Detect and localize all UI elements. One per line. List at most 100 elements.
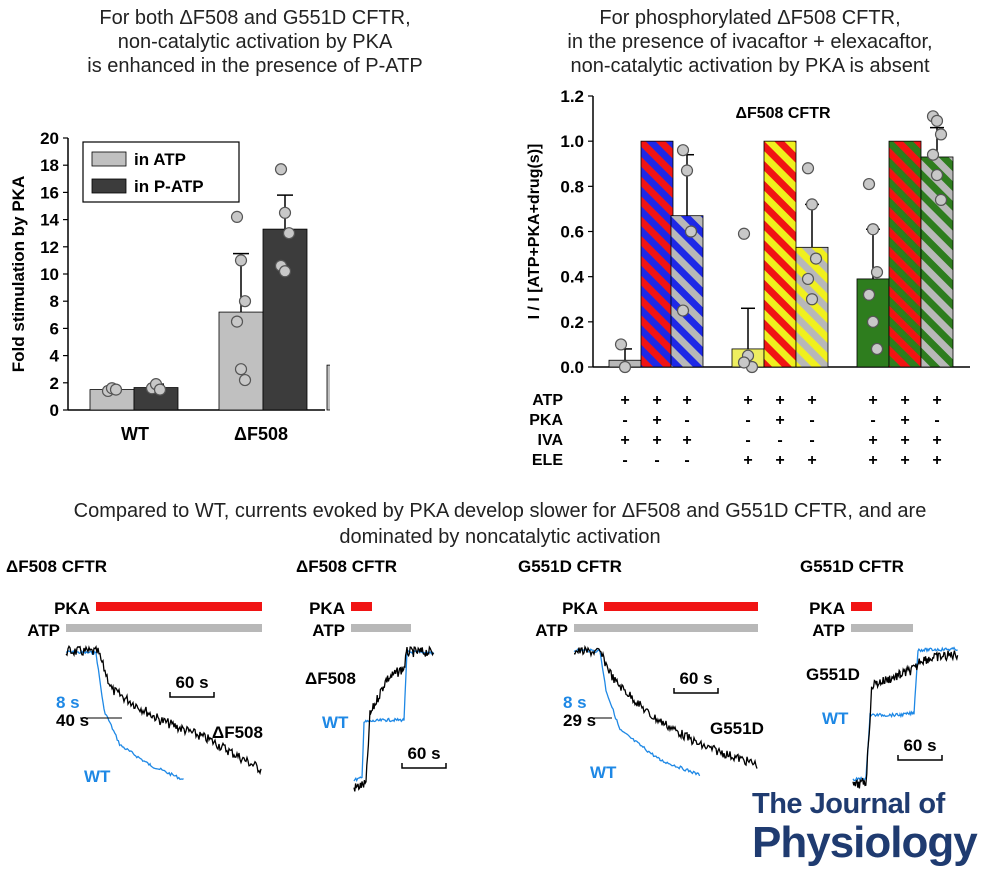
y-axis-label: Fold stimulation by PKA — [9, 176, 28, 372]
y-tick-label: 8 — [50, 292, 59, 311]
trace-label: 60 s — [407, 744, 440, 763]
condition-label: IVA — [538, 432, 564, 449]
data-point — [870, 342, 884, 356]
bar — [670, 215, 704, 368]
trace-label: WT — [590, 763, 617, 782]
trace-label: 40 s — [56, 711, 89, 730]
y-tick-label: 0.4 — [560, 268, 584, 287]
data-point — [153, 383, 167, 396]
scale-bar — [401, 763, 447, 769]
condition-mark: + — [932, 452, 941, 469]
bar — [920, 156, 954, 368]
journal-name-line2: Physiology — [752, 818, 978, 867]
bar — [218, 311, 264, 411]
data-point — [801, 272, 815, 286]
condition-mark: - — [934, 412, 939, 429]
atp-bar — [574, 624, 758, 632]
condition-mark: + — [652, 412, 661, 429]
condition-label: ELE — [532, 452, 563, 469]
condition-mark: + — [868, 392, 877, 409]
pka-bar — [604, 602, 758, 611]
data-point — [737, 356, 751, 369]
condition-mark: - — [745, 412, 750, 429]
mutant-trace — [852, 650, 959, 789]
y-tick-label: 1.0 — [560, 132, 584, 151]
condition-label: ATP — [532, 392, 563, 409]
condition-mark: + — [900, 392, 909, 409]
data-point — [805, 293, 819, 306]
trace-label: G551D — [710, 719, 764, 738]
condition-mark: - — [870, 412, 875, 429]
mutant-trace — [65, 644, 262, 776]
trace-label: G551D CFTR — [800, 557, 904, 576]
atp-bar — [851, 624, 913, 632]
data-point — [230, 210, 244, 223]
trace-label: PKA — [809, 599, 845, 618]
data-point — [618, 360, 632, 374]
condition-mark: - — [809, 432, 814, 449]
y-axis-label: I / I [ATP+PKA+drug(s)] — [526, 144, 543, 320]
legend: in ATP in P-ATP — [82, 141, 240, 203]
scale-bar — [673, 688, 719, 694]
y-tick-label: 4 — [50, 347, 60, 366]
condition-mark: + — [775, 452, 784, 469]
condition-mark: + — [743, 392, 752, 409]
data-point — [809, 252, 823, 265]
data-point — [930, 168, 944, 182]
data-point — [274, 163, 288, 176]
data-point — [926, 148, 940, 161]
bar — [640, 140, 674, 368]
atp-bar — [351, 624, 411, 632]
y-tick-label: 16 — [40, 183, 59, 202]
trace-label: 60 s — [175, 673, 208, 692]
mutant-trace — [353, 645, 434, 792]
bottom-heading: Compared to WT, currents evoked by PKA d… — [73, 500, 927, 548]
data-point — [109, 383, 123, 396]
y-tick-label: 6 — [50, 319, 59, 338]
data-point — [934, 128, 948, 141]
trace-label: ΔF508 CFTR — [6, 557, 107, 576]
data-point — [676, 304, 690, 317]
data-point — [866, 223, 880, 236]
condition-mark: + — [900, 432, 909, 449]
trace-label: WT — [322, 713, 349, 732]
y-tick-label: 0.6 — [560, 223, 584, 242]
legend-swatch — [91, 151, 127, 167]
trace-label: 8 s — [56, 693, 80, 712]
mutant-trace — [574, 644, 758, 769]
condition-mark: + — [807, 452, 816, 469]
trace-label: 29 s — [563, 711, 596, 730]
y-tick-label: 14 — [40, 211, 59, 230]
trace-label: ATP — [812, 621, 845, 640]
condition-mark: - — [745, 432, 750, 449]
trace-label: ΔF508 — [212, 723, 263, 742]
condition-mark: - — [622, 412, 627, 429]
legend-label: in P-ATP — [134, 177, 204, 196]
trace-label: 60 s — [903, 736, 936, 755]
trace-label: ΔF508 — [305, 669, 356, 688]
left-chart-heading: For both ΔF508 and G551D CFTR, non-cataly… — [87, 7, 423, 77]
data-point — [684, 225, 698, 238]
atp-bar — [66, 624, 262, 632]
condition-mark: + — [743, 452, 752, 469]
y-tick-label: 10 — [40, 265, 59, 284]
scale-bar — [897, 755, 943, 761]
y-tick-label: 2 — [50, 374, 59, 393]
data-point — [234, 363, 248, 376]
right-chart-heading: For phosphorylated ΔF508 CFTR, in the pre… — [567, 7, 933, 77]
data-point — [680, 164, 694, 177]
trace-label: 8 s — [563, 693, 587, 712]
bar — [262, 228, 308, 411]
data-point — [930, 114, 944, 127]
condition-mark: - — [809, 412, 814, 429]
y-tick-label: 18 — [40, 156, 59, 175]
condition-mark: + — [932, 392, 941, 409]
legend-label: in ATP — [134, 150, 186, 169]
data-point — [866, 315, 880, 328]
condition-mark: + — [620, 392, 629, 409]
condition-mark: + — [775, 392, 784, 409]
condition-mark: - — [684, 452, 689, 469]
journal-name-line1: The Journal of — [752, 788, 945, 820]
data-point — [238, 373, 252, 387]
